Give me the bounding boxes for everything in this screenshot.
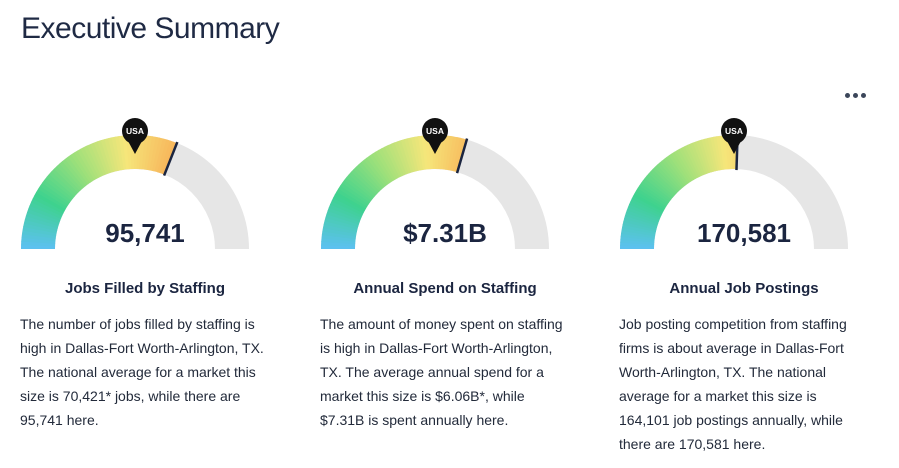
usa-marker-label: USA (426, 126, 444, 136)
card-description: Job posting competition from staffing fi… (619, 316, 847, 452)
gauge-job-postings: USA (620, 118, 848, 250)
more-options-icon[interactable] (842, 88, 868, 102)
usa-marker-icon: USA (422, 118, 448, 154)
page-title: Executive Summary (21, 12, 280, 45)
card-title: Annual Spend on Staffing (353, 280, 537, 297)
usa-marker-label: USA (725, 126, 743, 136)
card-description: The number of jobs filled by staffing is… (20, 316, 264, 428)
card-description: The amount of money spent on staffing is… (320, 316, 563, 428)
gauge-annual-spend: USA (321, 118, 549, 250)
gauge-jobs-filled: USA (21, 118, 249, 250)
gauge-value: 95,741 (105, 218, 185, 248)
card-title: Jobs Filled by Staffing (64, 280, 225, 297)
card-title: Annual Job Postings (669, 280, 819, 297)
more-dot (844, 92, 850, 98)
gauge-needle (455, 138, 469, 174)
more-dot (860, 92, 866, 98)
more-dot (852, 92, 858, 98)
usa-marker-icon: USA (122, 118, 148, 154)
gauge-value: $7.31B (403, 218, 487, 248)
gauge-needle (162, 141, 179, 177)
usa-marker-icon: USA (721, 118, 747, 154)
usa-marker-label: USA (126, 126, 144, 136)
gauge-value: 170,581 (697, 218, 791, 248)
